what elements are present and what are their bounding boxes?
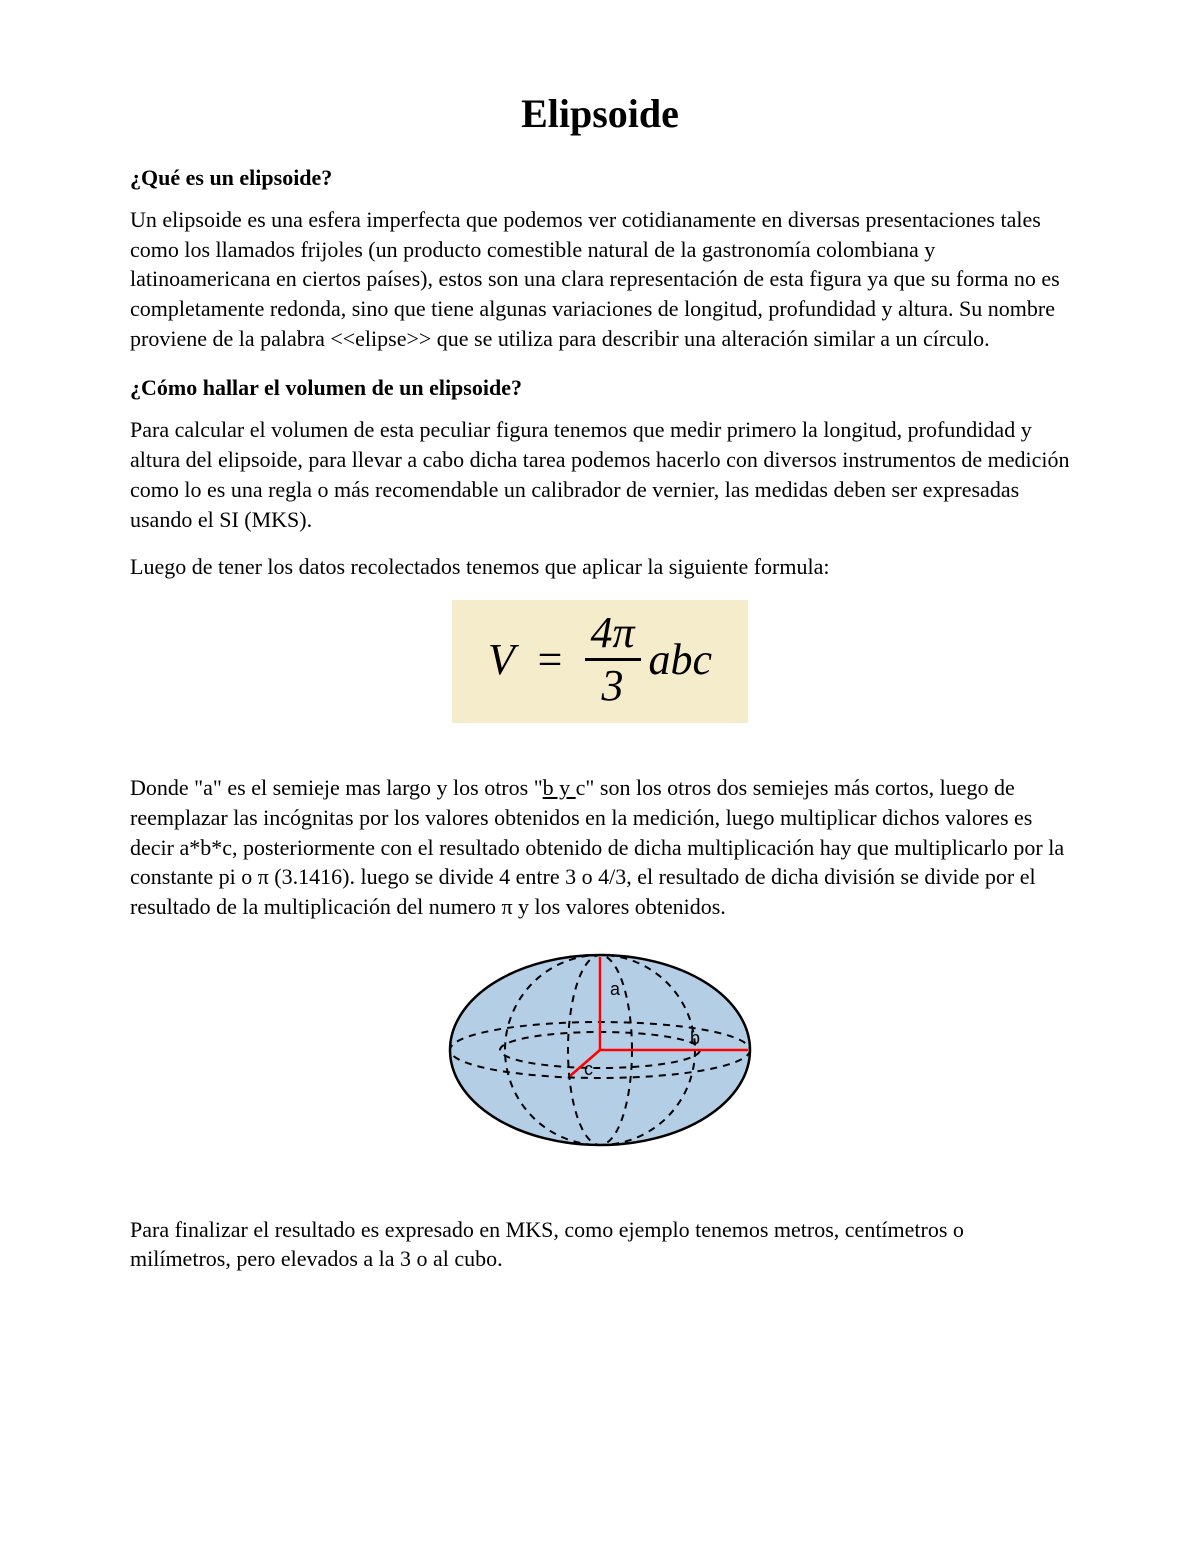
ellipsoid-diagram: a b c	[435, 940, 765, 1160]
axis-label-a: a	[610, 979, 621, 999]
formula-container: V = 4π 3 abc	[130, 600, 1070, 723]
section2-heading: ¿Cómo hallar el volumen de un elipsoide?	[130, 375, 1070, 401]
section4-paragraph: Para finalizar el resultado es expresado…	[130, 1215, 1070, 1274]
formula-rhs: abc	[649, 634, 713, 685]
ellipsoid-diagram-container: a b c	[130, 940, 1070, 1165]
axis-label-b: b	[690, 1028, 700, 1048]
section1-paragraph: Un elipsoide es una esfera imperfecta qu…	[130, 205, 1070, 353]
section3-text-underlined: b y	[543, 775, 576, 800]
page-title: Elipsoide	[130, 90, 1070, 137]
section1-heading: ¿Qué es un elipsoide?	[130, 165, 1070, 191]
formula-numerator: 4π	[585, 610, 641, 656]
section3-paragraph: Donde "a" es el semieje mas largo y los …	[130, 773, 1070, 921]
section2-paragraph2: Luego de tener los datos recolectados te…	[130, 552, 1070, 582]
section2-paragraph1: Para calcular el volumen de esta peculia…	[130, 415, 1070, 534]
axis-label-c: c	[584, 1059, 593, 1079]
document-page: Elipsoide ¿Qué es un elipsoide? Un elips…	[0, 0, 1200, 1553]
section3-text-part1: Donde "a" es el semieje mas largo y los …	[130, 775, 543, 800]
volume-formula: V = 4π 3 abc	[452, 600, 748, 723]
formula-lhs: V	[488, 634, 515, 685]
formula-fraction: 4π 3	[585, 610, 641, 709]
formula-equals: =	[535, 634, 565, 685]
formula-denominator: 3	[596, 663, 630, 709]
